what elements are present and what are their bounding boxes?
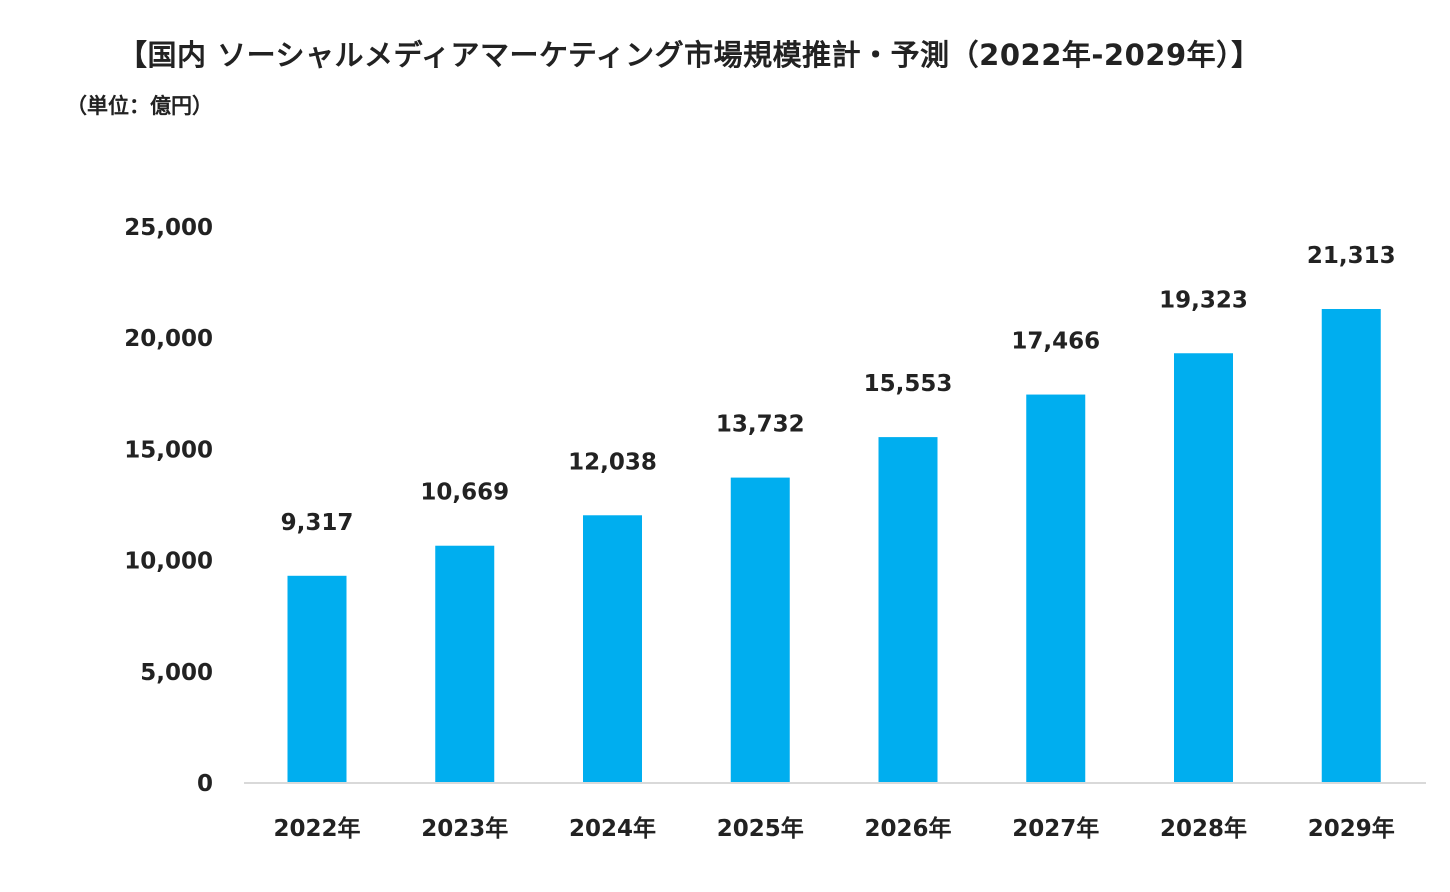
bar — [878, 437, 938, 783]
x-tick-label: 2023年 — [421, 815, 508, 842]
data-label: 19,323 — [1159, 287, 1248, 313]
x-tick-label: 2025年 — [717, 815, 804, 842]
data-label: 21,313 — [1307, 243, 1396, 269]
y-tick-label: 10,000 — [124, 549, 213, 575]
data-label: 10,669 — [420, 480, 509, 506]
bar — [1174, 353, 1233, 783]
bar — [730, 477, 790, 783]
bar — [583, 515, 642, 783]
data-label: 17,466 — [1011, 329, 1100, 355]
x-tick-label: 2029年 — [1308, 815, 1395, 842]
data-label: 13,732 — [716, 412, 805, 438]
y-tick-label: 0 — [197, 771, 213, 797]
unit-label: （単位：億円） — [66, 94, 213, 118]
bar — [287, 575, 347, 783]
bar — [1026, 394, 1086, 783]
y-tick-label: 25,000 — [124, 215, 213, 241]
data-label: 12,038 — [568, 449, 657, 475]
chart-title: 【国内 ソーシャルメディアマーケティング市場規模推計・予測（2022年-2029… — [118, 38, 1261, 72]
bar — [435, 545, 495, 783]
x-tick-label: 2022年 — [273, 815, 360, 842]
data-label: 9,317 — [281, 510, 354, 536]
y-tick-label: 5,000 — [140, 660, 213, 686]
bar — [1321, 308, 1381, 783]
y-tick-label: 20,000 — [124, 326, 213, 352]
y-tick-label: 15,000 — [124, 437, 213, 463]
x-tick-label: 2028年 — [1160, 815, 1247, 842]
data-label: 15,553 — [864, 371, 953, 397]
x-tick-label: 2026年 — [864, 815, 951, 842]
x-tick-label: 2024年 — [569, 815, 656, 842]
x-tick-label: 2027年 — [1012, 815, 1099, 842]
